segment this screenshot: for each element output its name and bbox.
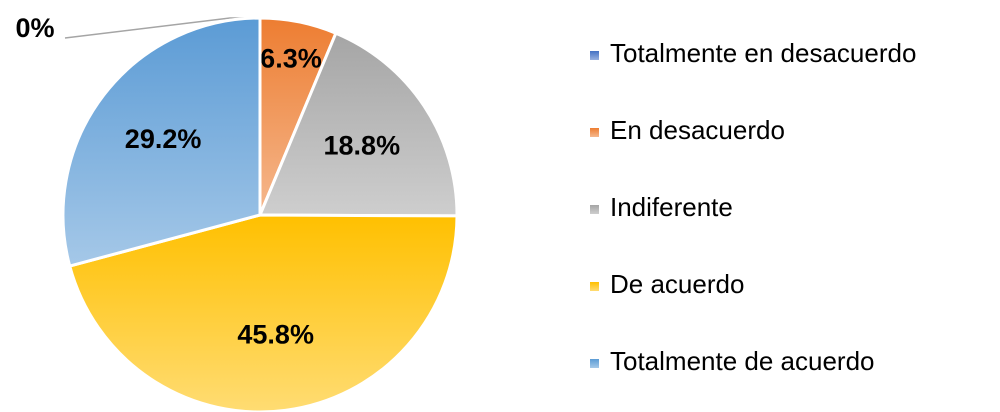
pie-slice <box>61 16 262 268</box>
legend-label: Totalmente de acuerdo <box>610 346 875 376</box>
data-label: 29.2% <box>125 124 202 154</box>
legend-marker <box>590 205 599 214</box>
pie-slice <box>67 213 459 412</box>
legend-label: Indiferente <box>610 192 733 222</box>
data-label: 6.3% <box>260 44 322 74</box>
pie-slice <box>257 31 459 218</box>
legend-label: En desacuerdo <box>610 115 785 145</box>
data-label: 45.8% <box>237 319 314 349</box>
data-label: 18.8% <box>324 131 401 161</box>
legend-marker <box>590 359 599 368</box>
legend-label: De acuerdo <box>610 269 744 299</box>
legend-marker <box>590 51 599 60</box>
legend-label: Totalmente en desacuerdo <box>610 38 916 68</box>
legend-marker <box>590 128 599 137</box>
legend-marker <box>590 282 599 291</box>
data-label: 0% <box>15 13 54 43</box>
